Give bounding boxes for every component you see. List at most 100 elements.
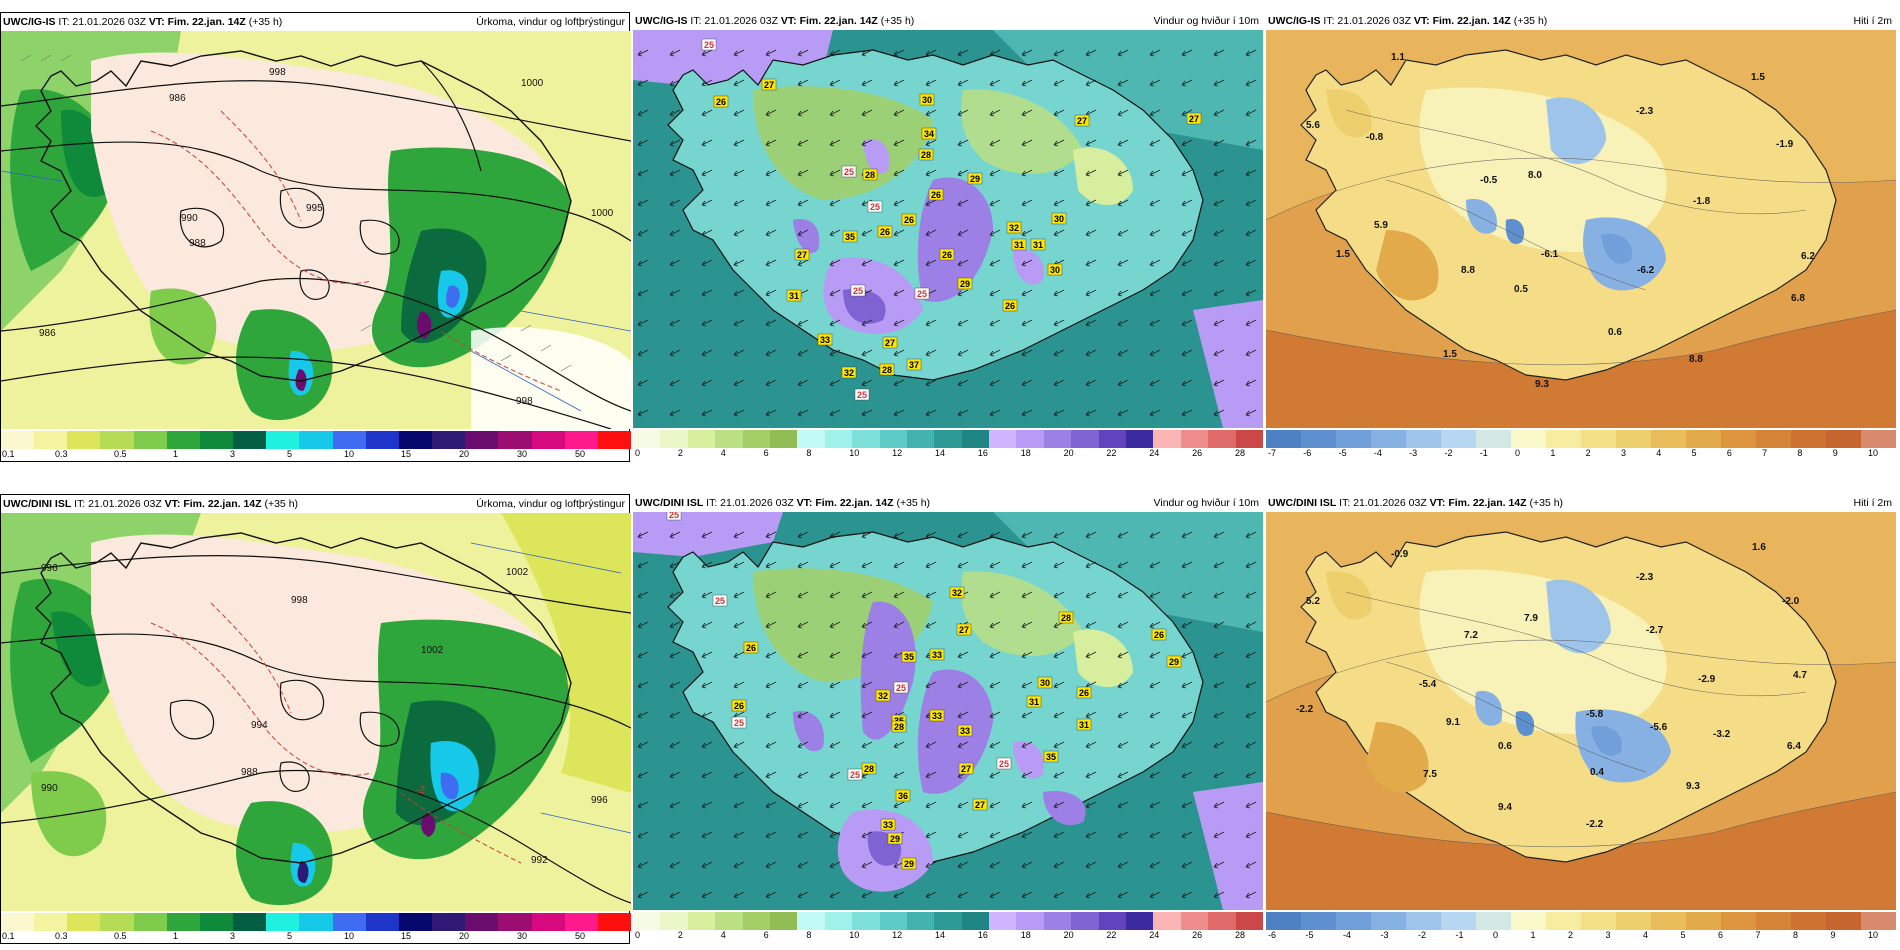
- colorbar-segment: [531, 431, 565, 449]
- temp-label: 1.5: [1751, 72, 1765, 83]
- gust-label: 26: [1076, 686, 1092, 699]
- gust-label: 31: [1030, 238, 1046, 251]
- wind-arrow: [989, 409, 1001, 417]
- wind-arrow: [1149, 199, 1161, 207]
- svg-text:25: 25: [896, 683, 906, 693]
- wind-arrow: [1053, 79, 1065, 87]
- wind-arrow: [1149, 891, 1161, 899]
- wind-arrow: [989, 289, 1001, 297]
- valid-time: VT: Fim. 22.jan. 14Z: [1413, 15, 1511, 27]
- wind-arrow: [1213, 831, 1225, 839]
- wind-arrow: [765, 531, 777, 539]
- wind-arrow: [1181, 861, 1193, 869]
- colorbar-segment: [199, 913, 234, 931]
- svg-text:26: 26: [746, 643, 756, 653]
- colorbar-segment: [989, 430, 1017, 448]
- temp-label: -0.5: [1480, 175, 1498, 186]
- colorbar-segment: [934, 430, 962, 448]
- wind-arrow: [1117, 49, 1129, 57]
- tick: 4: [720, 930, 726, 940]
- lead-time: (+35 h): [1513, 15, 1548, 27]
- pressure-label: 994: [251, 720, 268, 731]
- wind-arrow: [925, 349, 937, 357]
- svg-text:35: 35: [904, 652, 914, 662]
- wind-arrow: [861, 319, 873, 327]
- wind-arrow: [669, 319, 681, 327]
- wind-arrow: [765, 801, 777, 809]
- wind-arrow: [957, 891, 969, 899]
- wind-arrow: [765, 139, 777, 147]
- gust-label: 29: [967, 172, 983, 185]
- wind-arrow: [1245, 109, 1257, 117]
- wind-arrow: [1085, 861, 1097, 869]
- gust-label: 28: [862, 168, 878, 181]
- wind-arrow: [637, 741, 649, 749]
- colorbar-segment: [1581, 430, 1616, 448]
- wind-arrow: [765, 861, 777, 869]
- temp-label: 1.6: [1752, 542, 1766, 553]
- wind-arrow: [925, 139, 937, 147]
- model-name: UWC/DINI ISL: [1268, 497, 1337, 509]
- gust-label: 37: [906, 358, 922, 371]
- wind-arrow: [1117, 591, 1129, 599]
- wind-arrow: [1149, 289, 1161, 297]
- wind-arrow: [893, 289, 905, 297]
- wind-arrow: [1213, 79, 1225, 87]
- wind-arrow: [1021, 591, 1033, 599]
- colorbar-segment: [961, 430, 990, 448]
- wind-arrow: [669, 891, 681, 899]
- model-name: UWC/IG-IS: [3, 16, 56, 28]
- temp-label: 9.3: [1535, 379, 1549, 390]
- wind-arrow: [733, 591, 745, 599]
- wind-arrow: [1117, 349, 1129, 357]
- wind-arrow: [669, 199, 681, 207]
- wind-arrow: [861, 109, 873, 117]
- temp-label: 4.7: [1793, 670, 1807, 681]
- wind-arrow: [893, 591, 905, 599]
- wind-arrow: [733, 681, 745, 689]
- colorbar-segment: [1208, 912, 1236, 930]
- wind-arrow: [765, 109, 777, 117]
- field-name: Úrkoma, vindur og loftþrýstingur: [476, 498, 625, 510]
- wind-arrow: [989, 229, 1001, 237]
- colorbar-segment: [1, 913, 35, 931]
- wind-arrow: [1085, 771, 1097, 779]
- tick: 20: [1063, 930, 1074, 940]
- svg-text:37: 37: [909, 360, 919, 370]
- wind-arrow: [637, 831, 649, 839]
- wind-arrow: [829, 891, 841, 899]
- wind-arrow: [1021, 169, 1033, 177]
- tick: -1: [1479, 448, 1488, 458]
- panel-title: UWC/DINI ISL IT: 21.01.2026 03Z VT: Fim.…: [635, 497, 1259, 511]
- wind-arrow: [1117, 169, 1129, 177]
- wind-arrow: [1181, 409, 1193, 417]
- wind-arrow: [1053, 771, 1065, 779]
- panel-row1-temp: UWC/IG-IS IT: 21.01.2026 03Z VT: Fim. 22…: [1266, 12, 1896, 462]
- gust-label: 31: [1026, 695, 1042, 708]
- wind-arrow: [733, 801, 745, 809]
- colorbar-segment: [1511, 430, 1546, 448]
- colorbar-segment: [797, 430, 825, 448]
- pressure-label: 998: [291, 595, 308, 606]
- tick: 20: [459, 931, 470, 941]
- gust-label: 29: [887, 832, 903, 845]
- svg-text:33: 33: [883, 820, 893, 830]
- panel-row1-precip: UWC/IG-IS IT: 21.01.2026 03Z VT: Fim. 22…: [0, 12, 631, 462]
- gust-label: 26: [877, 225, 893, 238]
- colorbar-segment: [1153, 430, 1181, 448]
- wind-arrow: [1149, 711, 1161, 719]
- wind-arrow: [1149, 169, 1161, 177]
- wind-arrow: [1245, 229, 1257, 237]
- colorbar-segment: [1043, 430, 1072, 448]
- svg-text:25: 25: [999, 759, 1009, 769]
- temp-map: -0.9 1.6 5.2 -2.3 -2.0 7.2 7.9 -2.7 -5.4 -2.9 4.7 -…: [1266, 512, 1896, 910]
- wind-arrow: [925, 379, 937, 387]
- colorbar-segment: [1071, 912, 1099, 930]
- colorbar-segment: [432, 431, 466, 449]
- wind-arrow: [861, 409, 873, 417]
- wind-arrow: [925, 319, 937, 327]
- wind-arrow: [989, 79, 1001, 87]
- wind-arrow: [1245, 741, 1257, 749]
- wind-arrow: [1021, 531, 1033, 539]
- wind-arrow: [989, 621, 1001, 629]
